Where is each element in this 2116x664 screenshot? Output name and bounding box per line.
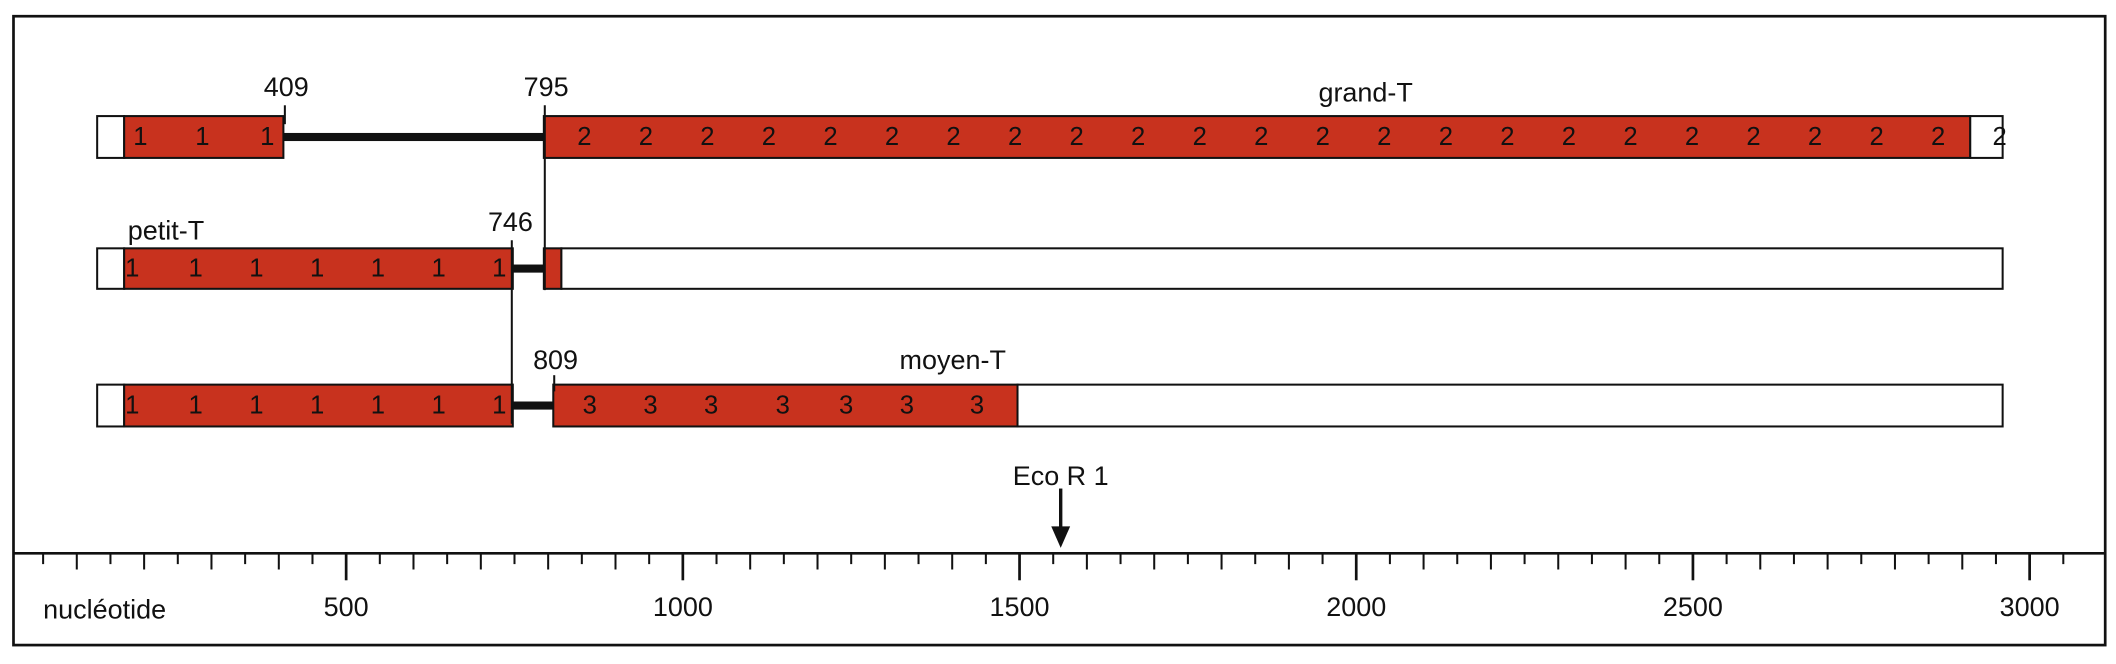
- exon-label: 1: [125, 255, 139, 283]
- axis-tick-label: 500: [324, 592, 369, 622]
- exon-label: 2: [823, 123, 837, 151]
- frame: [12, 14, 2107, 647]
- exon-label: 2: [1685, 123, 1699, 151]
- exon-label: 1: [133, 123, 147, 151]
- exon-label: 2: [1623, 123, 1637, 151]
- splice-position: 746: [488, 207, 533, 237]
- exon-label: 1: [431, 255, 445, 283]
- exon-label: 3: [583, 392, 597, 420]
- exon-label: 2: [885, 123, 899, 151]
- intron-line: [283, 132, 544, 142]
- exon-label: 1: [371, 392, 385, 420]
- intron-line: [512, 401, 554, 410]
- exon-label: 3: [839, 392, 853, 420]
- exon-label: 2: [1746, 123, 1760, 151]
- exon-label: 3: [643, 392, 657, 420]
- exon-label: 1: [492, 392, 506, 420]
- exon-label: 2: [1254, 123, 1268, 151]
- exon-label: 2: [1808, 123, 1822, 151]
- exon-label: 2: [762, 123, 776, 151]
- exon-label: 3: [970, 392, 984, 420]
- exon-label: 2: [1931, 123, 1945, 151]
- exon-label: 1: [492, 255, 506, 283]
- exon-label: 2: [1316, 123, 1330, 151]
- untranslated-box: [1969, 115, 2004, 159]
- axis-label: nucléotide: [43, 594, 166, 624]
- exon-label: 3: [900, 392, 914, 420]
- exon: [542, 247, 563, 290]
- exon-label: 2: [1439, 123, 1453, 151]
- exon-label: 2: [1562, 123, 1576, 151]
- protein-name: petit-T: [128, 215, 204, 245]
- axis-tick-label: 3000: [2000, 592, 2060, 622]
- exon-label: 2: [1193, 123, 1207, 151]
- untranslated-box: [560, 247, 2004, 290]
- exon-label: 2: [1008, 123, 1022, 151]
- untranslated-box: [96, 247, 126, 290]
- exon-label: 1: [189, 255, 203, 283]
- axis-tick-label: 2500: [1663, 592, 1723, 622]
- exon-label: 2: [700, 123, 714, 151]
- exon-label: 2: [1069, 123, 1083, 151]
- exon-label: 2: [577, 123, 591, 151]
- exon-label: 2: [1500, 123, 1514, 151]
- exon-label: 2: [639, 123, 653, 151]
- exon-label: 1: [125, 392, 139, 420]
- exon-label: 1: [371, 255, 385, 283]
- exon-label: 2: [1131, 123, 1145, 151]
- exon-label: 1: [310, 255, 324, 283]
- intron-line: [512, 264, 544, 273]
- exon-label: 2: [946, 123, 960, 151]
- exon: [542, 115, 1972, 159]
- splice-position: 809: [533, 345, 578, 375]
- untranslated-box: [96, 115, 126, 159]
- exon-label: 1: [310, 392, 324, 420]
- exon-label: 1: [431, 392, 445, 420]
- splice-position: 409: [264, 72, 309, 102]
- exon-label: 2: [1993, 123, 2007, 151]
- exon-label: 3: [776, 392, 790, 420]
- exon-label: 1: [260, 123, 274, 151]
- untranslated-box: [1016, 383, 2004, 428]
- exon-label: 2: [1377, 123, 1391, 151]
- splice-position: 795: [524, 72, 569, 102]
- axis-tick-label: 1000: [653, 592, 713, 622]
- protein-name: moyen-T: [900, 345, 1006, 375]
- exon-label: 1: [189, 392, 203, 420]
- exon-label: 1: [249, 392, 263, 420]
- axis-tick-label: 1500: [990, 592, 1050, 622]
- exon-label: 2: [1869, 123, 1883, 151]
- site-label: Eco R 1: [1013, 461, 1109, 491]
- axis-tick-label: 2000: [1326, 592, 1386, 622]
- protein-name: grand-T: [1318, 78, 1412, 108]
- untranslated-box: [96, 383, 126, 428]
- exon-label: 1: [195, 123, 209, 151]
- site-arrow-head: [1051, 526, 1071, 548]
- exon-label: 3: [704, 392, 718, 420]
- exon-label: 1: [249, 255, 263, 283]
